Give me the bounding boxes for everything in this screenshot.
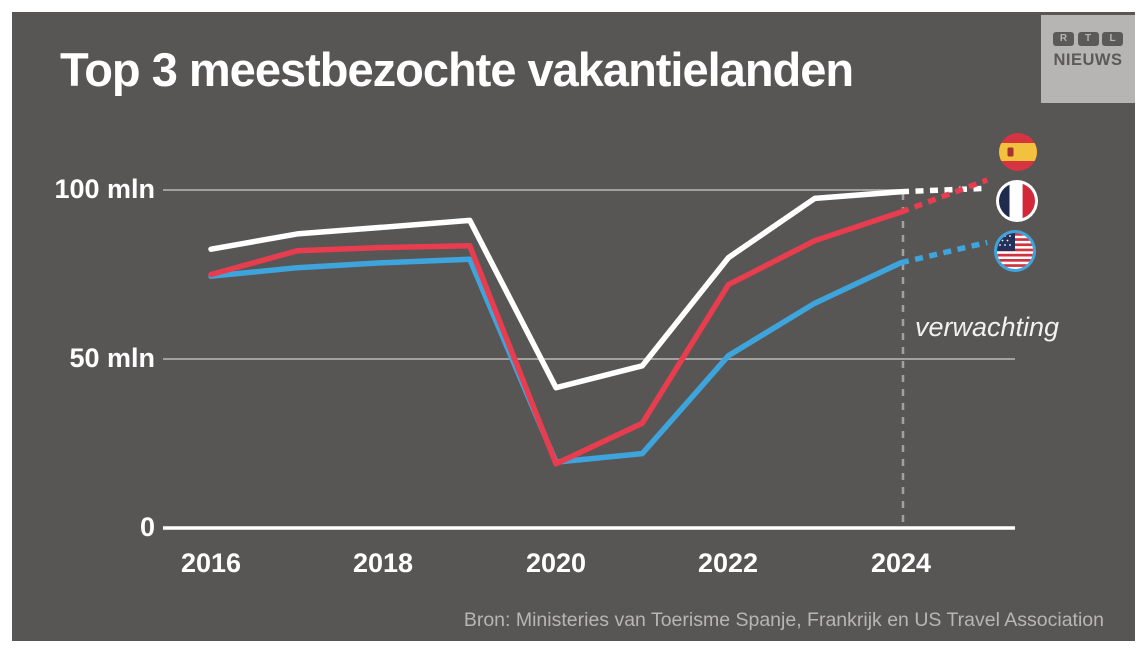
series-us-solid bbox=[208, 256, 904, 465]
forecast-annotation: verwachting bbox=[915, 312, 1060, 342]
line-chart bbox=[163, 133, 1038, 530]
x-axis-label-2016: 2016 bbox=[180, 548, 242, 578]
rtl-logo-blocks: R T L bbox=[1053, 32, 1123, 46]
rtl-logo-letter-l: L bbox=[1102, 32, 1123, 46]
series-us-forecast bbox=[900, 239, 988, 266]
x-axis-label-2018: 2018 bbox=[352, 548, 414, 578]
series-spain-solid bbox=[208, 209, 904, 467]
us-flag-icon bbox=[994, 230, 1036, 272]
series-france-forecast bbox=[900, 185, 988, 195]
rtl-logo-letter-t: T bbox=[1077, 32, 1099, 46]
series-spain-forecast bbox=[900, 177, 989, 215]
rtl-logo-nieuws-label: NIEUWS bbox=[1053, 51, 1123, 69]
spain-flag-icon bbox=[999, 133, 1037, 171]
x-axis-label-2022: 2022 bbox=[697, 548, 759, 578]
rtl-logo-letter-r: R bbox=[1053, 32, 1074, 46]
y-axis-label-100mln: 100 mln bbox=[54, 174, 155, 204]
france-flag-icon bbox=[996, 180, 1038, 222]
rtl-nieuws-logo: R T L NIEUWS bbox=[1041, 15, 1135, 103]
y-axis-label-50mln: 50 mln bbox=[69, 343, 155, 373]
x-axis-label-2024: 2024 bbox=[870, 548, 932, 578]
infographic-panel: Top 3 meestbezochte vakantielanden R T L… bbox=[12, 12, 1135, 641]
page-title: Top 3 meestbezochte vakantielanden bbox=[60, 43, 854, 96]
y-axis-label-0: 0 bbox=[139, 512, 155, 542]
source-credit: Bron: Ministeries van Toerisme Spanje, F… bbox=[463, 609, 1104, 631]
series-france-solid bbox=[208, 188, 904, 391]
x-axis-label-2020: 2020 bbox=[525, 548, 587, 578]
